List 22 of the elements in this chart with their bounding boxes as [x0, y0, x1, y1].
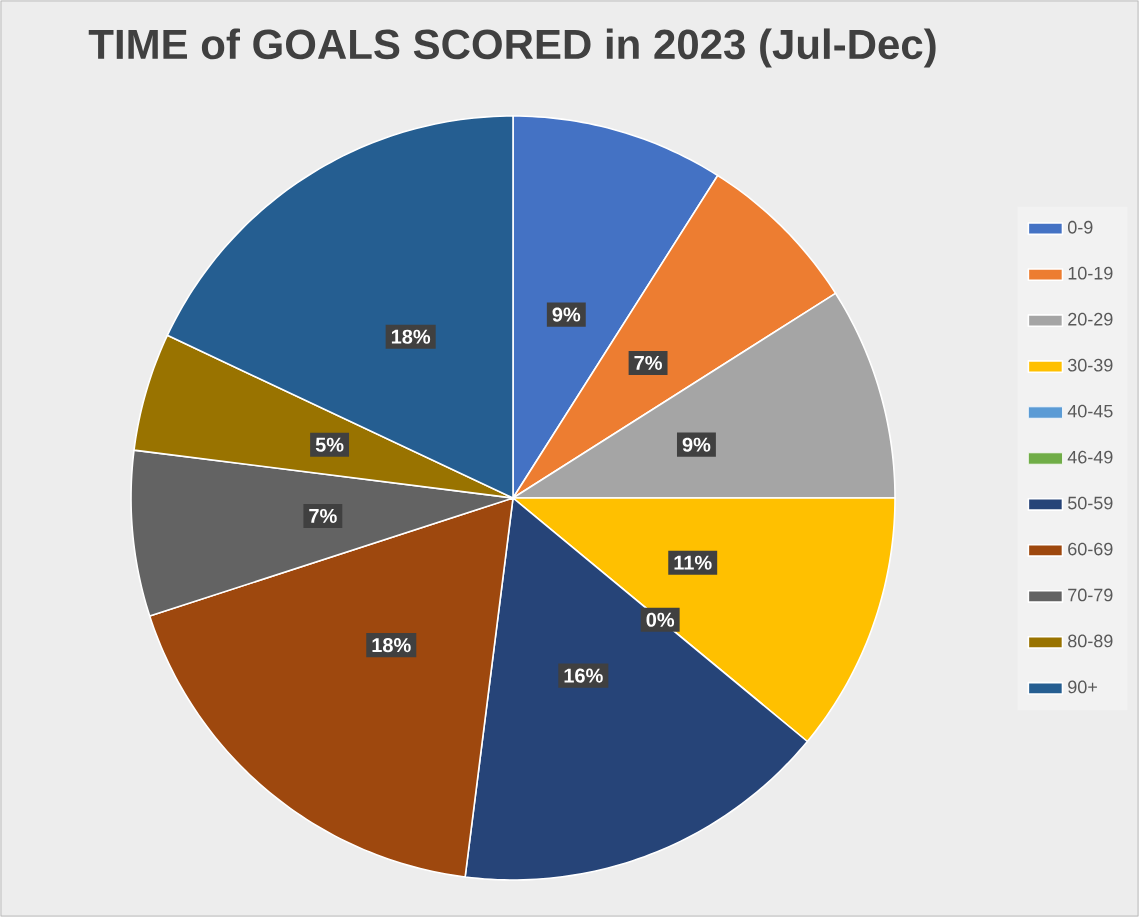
legend-label: 0-9 [1067, 220, 1093, 234]
data-label: 9% [552, 307, 581, 322]
text: 0% [646, 612, 675, 627]
legend-label: 40-45 [1067, 404, 1113, 418]
legend-label: 10-19 [1068, 266, 1113, 280]
data-label: 16% [564, 668, 603, 683]
data-label: 9% [682, 437, 711, 452]
data-label: 18% [372, 638, 411, 653]
legend-label: 90+ [1068, 680, 1097, 694]
legend-label: 20-29 [1068, 312, 1113, 326]
legend-label: 60-69 [1068, 542, 1113, 556]
chart-title: TIME of GOALS SCORED in 2023 (Jul-Dec) [88, 28, 936, 68]
data-label: 5% [315, 437, 344, 452]
data-label: 7% [634, 355, 662, 370]
data-label: 7% [309, 508, 337, 523]
data-label: 18% [391, 329, 431, 344]
legend-label: 80-89 [1068, 634, 1113, 648]
legend-label: 30-39 [1067, 358, 1113, 372]
data-label: 11% [674, 555, 712, 570]
legend-label: 70-79 [1068, 588, 1113, 602]
legend-label: 50-59 [1068, 496, 1113, 510]
legend-label: 46-49 [1067, 450, 1113, 464]
